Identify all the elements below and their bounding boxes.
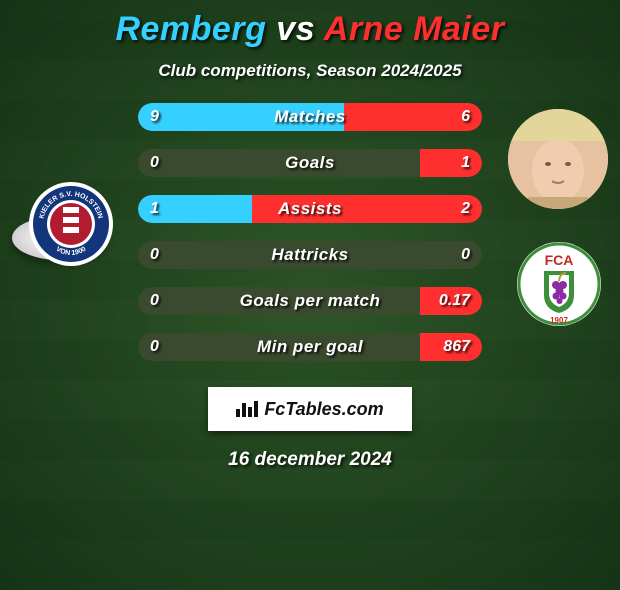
stat-row: 00.17Goals per match bbox=[138, 287, 482, 315]
page-title: Remberg vs Arne Maier bbox=[0, 10, 620, 49]
stat-label: Min per goal bbox=[138, 333, 482, 361]
player2-avatar bbox=[508, 109, 608, 209]
stat-bars: 96Matches 01Goals 12Assists 00Hattricks 00.1… bbox=[138, 103, 482, 379]
player1-club-badge: KIELER S.V. HOLSTEIN VON 1900 bbox=[28, 181, 114, 267]
bar-chart-icon bbox=[236, 401, 258, 417]
svg-text:1907: 1907 bbox=[550, 316, 568, 325]
stat-label: Goals bbox=[138, 149, 482, 177]
stat-label: Goals per match bbox=[138, 287, 482, 315]
fc-augsburg-icon: FCA 1907 bbox=[516, 241, 602, 327]
fctables-badge: FcTables.com bbox=[208, 387, 412, 431]
subtitle: Club competitions, Season 2024/2025 bbox=[0, 61, 620, 81]
title-player1: Remberg bbox=[115, 10, 266, 48]
player2-face-icon bbox=[508, 109, 608, 209]
stat-label: Assists bbox=[138, 195, 482, 223]
stat-row: 0867Min per goal bbox=[138, 333, 482, 361]
fctables-text: FcTables.com bbox=[264, 399, 383, 420]
player2-club-badge: FCA 1907 bbox=[516, 241, 602, 327]
title-player2: Arne Maier bbox=[324, 10, 505, 48]
stat-row: 00Hattricks bbox=[138, 241, 482, 269]
stat-label: Hattricks bbox=[138, 241, 482, 269]
holstein-kiel-icon: KIELER S.V. HOLSTEIN VON 1900 bbox=[28, 181, 114, 267]
title-vs: vs bbox=[266, 10, 323, 48]
stat-row: 01Goals bbox=[138, 149, 482, 177]
comparison-area: KIELER S.V. HOLSTEIN VON 1900 bbox=[0, 103, 620, 373]
stat-row: 96Matches bbox=[138, 103, 482, 131]
svg-text:FCA: FCA bbox=[545, 252, 574, 268]
stat-row: 12Assists bbox=[138, 195, 482, 223]
date: 16 december 2024 bbox=[0, 449, 620, 471]
stat-label: Matches bbox=[138, 103, 482, 131]
